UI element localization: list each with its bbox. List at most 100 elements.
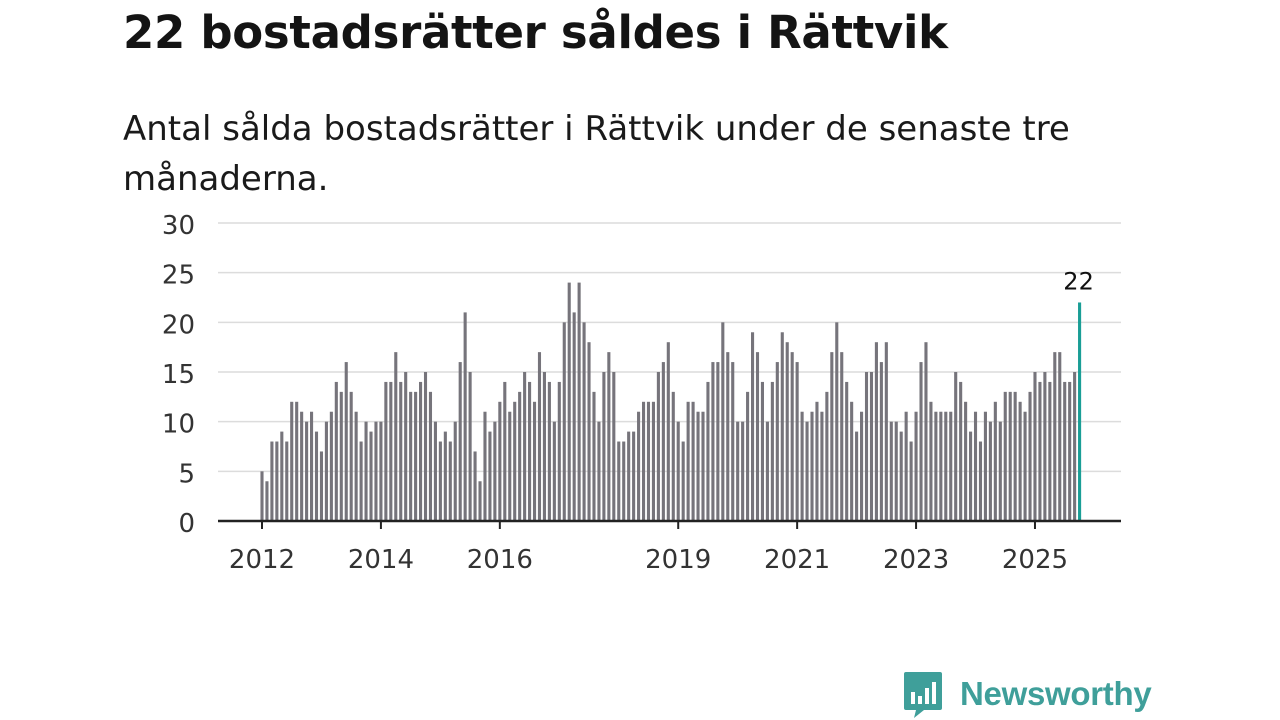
bar xyxy=(582,322,586,521)
bar xyxy=(622,441,626,521)
bar xyxy=(473,451,477,521)
bar xyxy=(260,471,264,521)
bar xyxy=(448,441,452,521)
bar xyxy=(414,391,418,521)
bar xyxy=(1048,381,1052,521)
bar xyxy=(661,362,665,521)
bar xyxy=(1013,391,1017,521)
bar xyxy=(1043,372,1047,521)
bar xyxy=(592,391,596,521)
bar xyxy=(651,401,655,521)
bar xyxy=(681,441,685,521)
bar xyxy=(557,381,561,521)
bar xyxy=(627,431,631,521)
y-tick-label: 5 xyxy=(178,459,195,489)
bar xyxy=(800,411,804,521)
bar xyxy=(493,421,497,521)
bar xyxy=(954,372,958,521)
bar xyxy=(349,391,353,521)
bar xyxy=(339,391,343,521)
x-tick-label: 2019 xyxy=(645,545,711,575)
bar xyxy=(508,411,512,521)
bar xyxy=(944,411,948,521)
bar xyxy=(686,401,690,521)
bar xyxy=(567,282,571,521)
bar xyxy=(552,421,556,521)
bar xyxy=(305,421,309,521)
bar xyxy=(562,322,566,521)
y-tick-label: 10 xyxy=(162,410,195,440)
bar xyxy=(394,352,398,521)
bar xyxy=(691,401,695,521)
y-tick-label: 25 xyxy=(162,261,195,291)
bar xyxy=(399,381,403,521)
newsworthy-logo: Newsworthy xyxy=(902,670,1152,718)
bar xyxy=(959,381,963,521)
bar xyxy=(741,421,745,521)
bar xyxy=(1023,411,1027,521)
bar xyxy=(290,401,294,521)
bar xyxy=(869,372,874,521)
bar xyxy=(879,362,883,521)
bar xyxy=(969,431,973,521)
bar xyxy=(939,411,943,521)
bar xyxy=(889,421,893,521)
bar xyxy=(726,352,730,521)
bar xyxy=(1018,401,1022,521)
bar xyxy=(433,421,437,521)
x-tick-label: 2021 xyxy=(764,545,830,575)
newsworthy-chart-bubble-icon xyxy=(904,672,942,718)
bar xyxy=(532,401,537,521)
bar xyxy=(676,421,680,521)
bar xyxy=(988,421,992,521)
bar xyxy=(840,352,844,521)
bar xyxy=(716,362,720,521)
bar xyxy=(1028,391,1032,521)
y-tick-label: 20 xyxy=(162,310,195,340)
bar xyxy=(894,421,898,521)
bar xyxy=(874,342,878,521)
bar xyxy=(275,441,279,521)
bar xyxy=(389,381,393,521)
bar xyxy=(706,381,710,521)
bar xyxy=(503,381,507,521)
bar xyxy=(864,372,869,521)
bar xyxy=(978,441,983,521)
bar xyxy=(884,342,888,521)
bar xyxy=(755,352,760,521)
bar xyxy=(379,421,383,521)
bar xyxy=(751,332,755,521)
bar xyxy=(607,352,611,521)
bar xyxy=(934,411,938,521)
bar xyxy=(364,421,368,521)
bar xyxy=(919,362,923,521)
bar xyxy=(617,441,621,521)
x-tick-label: 2014 xyxy=(348,545,414,575)
bar xyxy=(572,312,576,521)
bar xyxy=(1058,352,1062,521)
bar xyxy=(324,421,328,521)
bar xyxy=(964,401,968,521)
bar xyxy=(537,352,542,521)
bar xyxy=(711,362,715,521)
bar xyxy=(780,332,784,521)
bar xyxy=(760,381,764,521)
bar xyxy=(810,411,814,521)
bar xyxy=(736,421,740,521)
bar xyxy=(319,451,324,521)
bar xyxy=(453,421,457,521)
bar xyxy=(765,421,769,521)
bar xyxy=(295,401,299,521)
bar xyxy=(468,372,472,521)
bar xyxy=(285,441,289,521)
y-tick-label: 15 xyxy=(162,360,195,390)
bar xyxy=(270,441,274,521)
bar xyxy=(458,362,462,521)
bar xyxy=(359,441,363,521)
x-tick-label: 2023 xyxy=(883,545,949,575)
bar xyxy=(577,282,581,521)
x-tick-label: 2012 xyxy=(229,545,295,575)
bar xyxy=(973,411,978,521)
bar xyxy=(998,421,1002,521)
